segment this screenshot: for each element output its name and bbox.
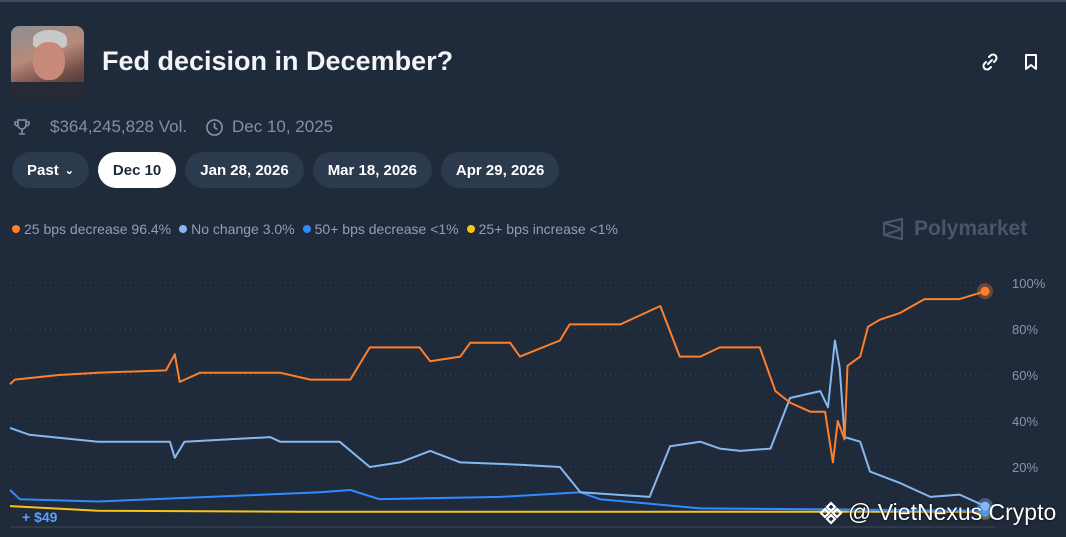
- link-icon[interactable]: [980, 52, 1000, 72]
- polymarket-logo: Polymarket: [880, 216, 1027, 242]
- watermark: @ VietNexus Crypto: [818, 499, 1056, 526]
- binance-icon: [819, 500, 843, 525]
- chevron-down-icon: ⌄: [64, 164, 74, 177]
- tab-label: Dec 10: [112, 161, 162, 179]
- volume: $364,245,828 Vol.: [12, 117, 187, 137]
- series-line: [9, 339, 986, 508]
- series-line: [9, 505, 985, 513]
- end-date-text: Dec 10, 2025: [232, 117, 334, 136]
- position-amount: + $49: [22, 509, 58, 525]
- page-title: Fed decision in December?: [102, 46, 454, 76]
- y-tick-label: 80%: [1012, 322, 1038, 337]
- tab-label: Jan 28, 2026: [200, 161, 289, 179]
- trophy-icon: [14, 119, 30, 135]
- end-date: Dec 10, 2025: [205, 117, 333, 137]
- tab-apr-29-2026[interactable]: Apr 29, 2026: [440, 152, 560, 188]
- legend-item: 50+ bps decrease <1%: [302, 221, 459, 237]
- market-avatar: [11, 26, 84, 99]
- bookmark-icon[interactable]: [1021, 52, 1041, 72]
- legend-label: No change 3.0%: [191, 221, 295, 237]
- probability-chart: 100% 80% 60% 40% 20%: [9, 276, 1046, 528]
- chart-legend: 25 bps decrease 96.4% No change 3.0% 50+…: [12, 221, 618, 237]
- y-tick-label: 40%: [1012, 414, 1038, 429]
- polymarket-icon: [882, 217, 904, 241]
- y-tick-label: 60%: [1012, 368, 1038, 383]
- watermark-text: @ VietNexus Crypto: [848, 499, 1057, 525]
- tab-dec-10[interactable]: Dec 10: [97, 152, 177, 188]
- legend-label: 25+ bps increase <1%: [478, 221, 618, 237]
- volume-text: $364,245,828 Vol.: [50, 117, 188, 136]
- legend-item: 25+ bps increase <1%: [466, 221, 618, 237]
- tab-past[interactable]: Past ⌄: [12, 152, 89, 188]
- tab-jan-28-2026[interactable]: Jan 28, 2026: [185, 152, 304, 188]
- legend-item: No change 3.0%: [179, 221, 295, 237]
- date-tabs: Past ⌄ Dec 10 Jan 28, 2026 Mar 18, 2026 A…: [12, 152, 560, 188]
- legend-label: 50+ bps decrease <1%: [314, 221, 459, 237]
- series-line: [9, 290, 986, 464]
- tab-label: Past: [27, 161, 59, 179]
- tab-label: Apr 29, 2026: [455, 161, 545, 179]
- tab-mar-18-2026[interactable]: Mar 18, 2026: [312, 152, 432, 188]
- y-tick-label: 100%: [1012, 276, 1046, 291]
- legend-label: 25 bps decrease 96.4%: [24, 221, 172, 237]
- legend-item: 25 bps decrease 96.4%: [12, 221, 171, 237]
- clock-icon: [206, 118, 223, 136]
- brand-name: Polymarket: [914, 217, 1028, 240]
- y-tick-label: 20%: [1012, 460, 1038, 475]
- tab-label: Mar 18, 2026: [327, 161, 417, 179]
- endpoint-dot: [980, 286, 990, 296]
- series-line: [9, 489, 986, 512]
- endpoint-dot: [980, 501, 990, 511]
